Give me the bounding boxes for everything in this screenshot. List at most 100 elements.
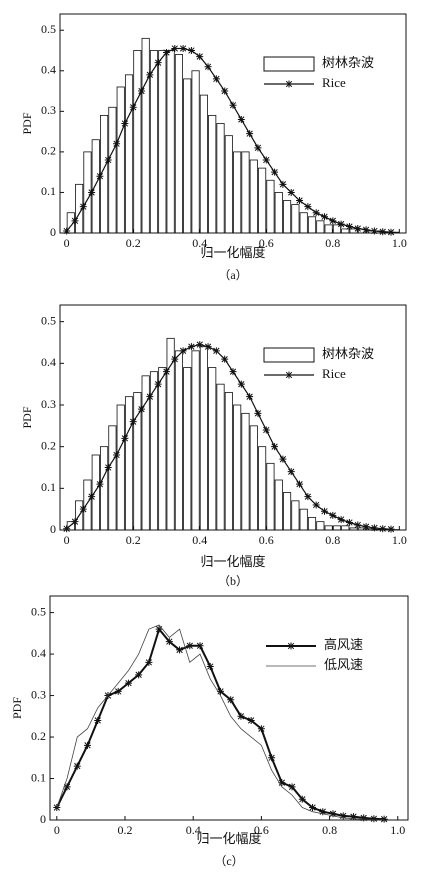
histogram-bar [183,367,192,531]
legend-label: 低风速 [324,657,363,672]
star-marker [88,493,96,501]
histogram-bar [274,479,283,531]
series-line [66,47,392,233]
histogram-bar [224,392,233,531]
y-tick-label: 0.4 [41,63,56,77]
chart: 0 0.1 0.2 0.3 0.4 0.5 0 0.2 0.4 0.6 0.8 1.0 归一化幅度 PDF… [10,595,409,868]
histogram-bar [266,179,275,234]
star-marker [129,418,137,426]
star-marker [362,523,370,531]
legend-label: 高风速 [324,637,363,652]
x-tick-label: 0.6 [254,823,269,837]
star-marker [179,44,187,52]
x-tick-label: 0.8 [322,823,337,837]
histogram-bar [324,525,333,531]
star-marker [121,434,129,442]
histogram-bar [199,94,208,234]
histogram-bar [133,392,142,531]
star-marker [320,507,328,515]
caption: （b） [218,574,248,588]
histogram-bar [341,228,350,234]
star-marker [262,426,270,434]
star-marker [187,343,195,351]
star-marker [247,716,255,724]
legend-label: 树林杂波 [322,346,374,361]
star-marker [354,521,362,529]
star-marker [63,783,71,791]
star-marker [379,228,387,236]
star-marker [354,225,362,233]
star-marker [279,180,287,188]
y-tick-label: 0.1 [41,184,56,198]
star-marker [279,455,287,463]
star-marker [296,480,304,488]
star-marker [339,812,347,820]
legend-swatch [263,347,315,363]
star-marker [212,75,220,83]
y-axis-label: PDF [20,112,34,134]
histogram-bar [291,204,300,234]
histogram-bar [283,200,292,234]
star-marker [206,663,214,671]
histogram-bar [133,50,142,234]
legend-marker [285,371,293,379]
star-marker [387,525,395,533]
star-marker [227,696,235,704]
star-marker [96,480,104,488]
star-marker [262,156,270,164]
star-marker [254,409,262,417]
star-marker [370,524,378,532]
star-marker [154,380,162,388]
series-line [66,343,392,530]
histogram-bar [124,396,134,531]
legend-marker [285,80,293,88]
x-tick-label: 0.2 [126,533,141,547]
x-tick-label: 0 [64,533,70,547]
star-marker [229,368,237,376]
star-marker [380,815,388,823]
histogram-bar [233,404,242,531]
histogram-bar [108,425,117,531]
histogram-bar [149,50,159,234]
star-marker [155,625,163,633]
star-marker [138,87,146,95]
star-marker [187,47,195,54]
x-tick-label: 0.2 [126,236,141,250]
histogram-bar [258,446,267,531]
histogram-bar [316,521,325,531]
star-marker [196,53,204,61]
histogram-bar [174,350,183,531]
star-marker [254,144,262,152]
star-marker [162,368,170,376]
star-marker [124,679,132,687]
histogram-bar [249,425,258,531]
star-marker [319,808,327,816]
histogram-bar [332,525,342,531]
star-marker [304,493,312,501]
y-axis-label: PDF [10,697,24,719]
star-marker [71,217,79,225]
star-marker [271,443,279,451]
chart: 0 0.1 0.2 0.3 0.4 0.5 0 0.2 0.4 0.6 0.8 1.0 归一化幅度 PDF… [20,13,407,282]
histogram-bar [299,212,308,234]
star-marker [271,168,279,176]
x-axis-label: 归一化幅度 [196,831,261,846]
star-marker [387,228,395,236]
legend-marker [287,642,295,650]
legend-label: Rice [322,366,346,381]
star-marker [121,120,129,127]
star-marker [237,380,245,388]
histogram-bar [224,135,233,234]
histogram-bar [307,216,317,234]
x-tick-label: 1.0 [392,236,407,250]
y-tick-label: 0.4 [41,355,56,369]
histogram-bar [283,492,292,531]
star-marker [349,813,357,821]
star-marker [337,220,345,228]
star-marker [221,355,229,363]
star-marker [312,501,320,509]
y-tick-label: 0.5 [31,604,46,618]
x-tick-label: 0.8 [325,236,340,250]
caption: （c） [214,854,243,868]
star-marker [84,741,92,749]
